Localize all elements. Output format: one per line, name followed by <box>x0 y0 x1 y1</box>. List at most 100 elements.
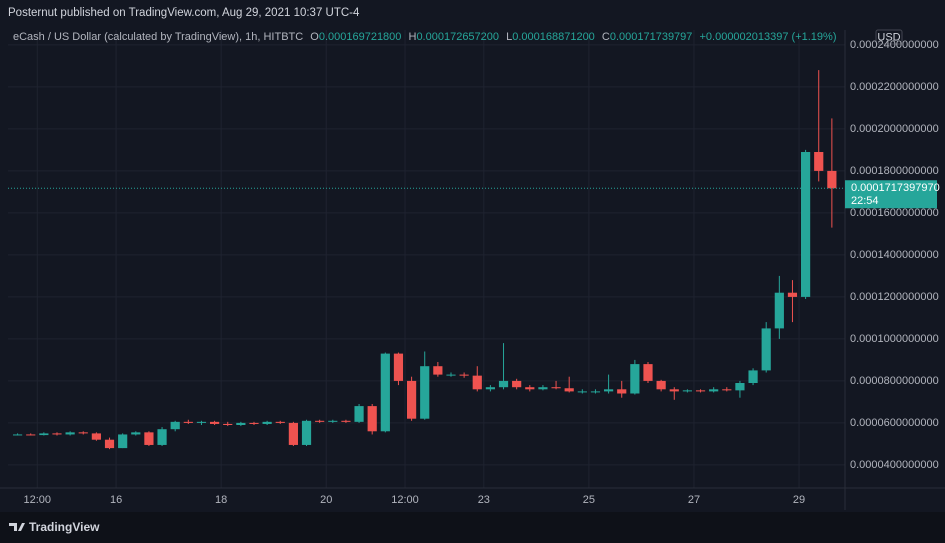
candle-body <box>695 390 706 392</box>
o-label: O <box>310 31 319 43</box>
candle-body <box>249 422 259 424</box>
last-price-box <box>845 180 937 209</box>
candle-body <box>787 292 798 297</box>
candle-body <box>656 380 666 390</box>
candle-body <box>367 406 377 432</box>
candle-body <box>420 366 430 419</box>
y-tick-label: 0.0001800000000 <box>850 165 939 177</box>
candle-body <box>91 433 101 440</box>
y-tick-label: 0.0000800000000 <box>850 375 939 387</box>
candles <box>12 70 837 450</box>
candle-body <box>433 366 443 375</box>
candle-body <box>39 433 49 436</box>
y-tick-label: 0.0001400000000 <box>850 249 939 261</box>
candle-body <box>761 328 771 371</box>
candle-body <box>144 432 154 445</box>
candle-body <box>393 353 404 381</box>
countdown: 22:54 <box>851 195 879 207</box>
candle-body <box>709 389 719 392</box>
candle-body <box>603 389 614 392</box>
candle-body <box>630 364 640 394</box>
candle-body <box>104 439 115 449</box>
candle-body <box>472 375 482 390</box>
candle-body <box>288 422 298 445</box>
candle-body <box>275 421 285 423</box>
x-tick-label: 12:00 <box>24 494 52 506</box>
l-label: L <box>506 31 512 43</box>
candle-body <box>551 387 561 389</box>
y-tick-label: 0.0001600000000 <box>850 207 939 219</box>
candle-body <box>380 353 390 432</box>
y-tick-label: 0.0002400000000 <box>850 39 939 51</box>
change: +0.000002013397 (+1.19%) <box>699 31 836 43</box>
low: 0.000168871200 <box>512 31 595 43</box>
candle-body <box>814 152 824 171</box>
last-price-label: 0.0001717397970 <box>851 182 940 194</box>
candle-body <box>209 421 220 424</box>
candle-body <box>183 421 193 423</box>
close: 0.000171739797 <box>610 31 693 43</box>
candle-body <box>682 390 692 392</box>
candle-body <box>722 389 732 391</box>
x-tick-label: 29 <box>793 494 805 506</box>
y-tick-label: 0.0000600000000 <box>850 417 939 429</box>
candle-body <box>485 387 495 390</box>
logo <box>9 523 25 531</box>
symbol: eCash / US Dollar (calculated by Trading… <box>13 31 303 43</box>
y-tick-label: 0.0001000000000 <box>850 333 939 345</box>
candle-body <box>262 421 272 424</box>
x-tick-label: 23 <box>478 494 490 506</box>
candle-body <box>301 420 312 445</box>
candle-body <box>223 423 233 426</box>
candle-body <box>498 380 509 388</box>
candle-body <box>196 421 207 423</box>
candle-body <box>315 420 325 422</box>
candle-body <box>577 391 587 393</box>
x-tick-label: 16 <box>110 494 122 506</box>
currency-box[interactable] <box>875 29 903 45</box>
high: 0.000172657200 <box>416 31 499 43</box>
candle-body <box>590 391 601 393</box>
h-label: H <box>408 31 416 43</box>
candle-body <box>669 389 679 392</box>
x-tick-label: 27 <box>688 494 700 506</box>
y-tick-label: 0.0000400000000 <box>850 459 939 471</box>
currency[interactable]: USD <box>877 31 900 43</box>
candle-body <box>131 432 141 435</box>
footer-bar <box>0 512 945 543</box>
brand-name: TradingView <box>29 520 100 534</box>
candle-body <box>12 434 23 436</box>
open: 0.000169721800 <box>319 31 402 43</box>
candle-body <box>157 429 167 445</box>
x-tick-label: 18 <box>215 494 227 506</box>
candle-body <box>748 370 758 384</box>
y-tick-label: 0.0002000000000 <box>850 123 939 135</box>
candle-body <box>446 374 456 376</box>
header: Posternut published on TradingView.com, … <box>8 7 360 19</box>
candle-body <box>341 420 351 422</box>
candle-body <box>827 170 837 189</box>
candle-body <box>774 292 784 329</box>
candle-body <box>328 420 338 422</box>
y-tick-label: 0.0002200000000 <box>850 81 939 93</box>
candle-body <box>525 387 535 390</box>
candle-body <box>735 383 745 391</box>
candle-body <box>538 387 548 390</box>
candle-body <box>564 388 574 392</box>
candle-body <box>617 389 627 394</box>
candle-body <box>512 380 522 388</box>
grid <box>8 30 845 488</box>
candle-body <box>65 432 75 435</box>
x-tick-label: 20 <box>320 494 332 506</box>
candle-body <box>78 432 88 434</box>
c-label: C <box>602 31 610 43</box>
candle-body <box>236 422 246 426</box>
candle-body <box>459 374 469 376</box>
candle-body <box>52 433 62 435</box>
candle-body <box>354 406 364 422</box>
candle-body <box>801 152 811 297</box>
y-tick-label: 0.0001200000000 <box>850 291 939 303</box>
candle-body <box>26 434 36 436</box>
